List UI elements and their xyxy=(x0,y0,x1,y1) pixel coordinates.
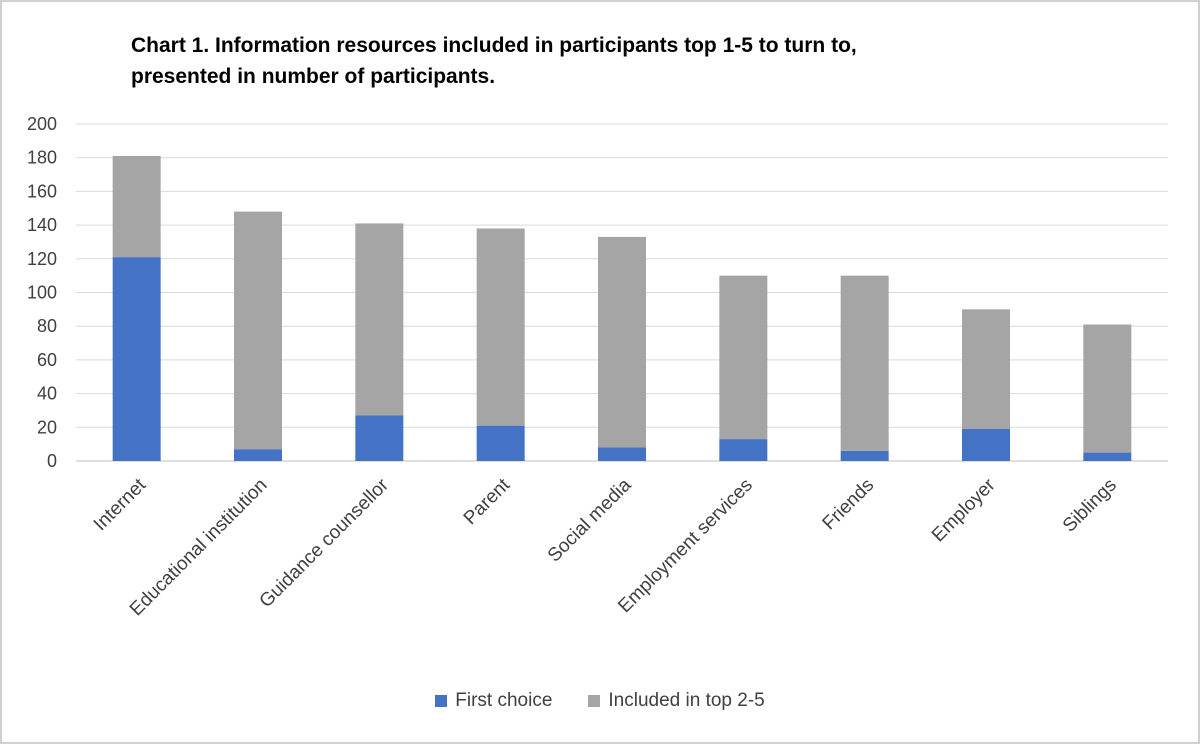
bar-top-2-5 xyxy=(234,211,282,450)
bar-first-choice xyxy=(1083,452,1132,461)
bar-first-choice xyxy=(355,415,404,461)
bar-first-choice xyxy=(598,447,646,461)
legend-label-first-choice: First choice xyxy=(455,690,553,711)
bar-first-choice xyxy=(962,428,1010,461)
bar-first-choice xyxy=(112,257,161,461)
x-tick-label: Internet xyxy=(90,474,151,535)
bar-first-choice xyxy=(719,439,768,461)
x-tick-label: Employer xyxy=(928,474,1000,546)
bar-top-2-5 xyxy=(476,228,525,426)
y-tick-label: 40 xyxy=(37,384,57,404)
legend-label-top-2-5: Included in top 2-5 xyxy=(608,690,765,711)
y-tick-label: 120 xyxy=(27,249,57,269)
y-tick-label: 160 xyxy=(27,181,57,201)
bar-first-choice xyxy=(840,450,889,461)
chart-legend: First choice Included in top 2-5 xyxy=(0,690,1200,712)
legend-item-top-2-5: Included in top 2-5 xyxy=(588,690,765,712)
chart-title: Chart 1. Information resources included … xyxy=(131,30,1081,92)
bar-top-2-5 xyxy=(1083,324,1132,453)
chart-title-line-1: Chart 1. Information resources included … xyxy=(131,34,857,57)
y-tick-label: 140 xyxy=(27,215,57,235)
bar-top-2-5 xyxy=(112,156,161,258)
legend-swatch-first-choice xyxy=(435,695,448,707)
x-tick-label: Employment services xyxy=(614,475,757,618)
bar-top-2-5 xyxy=(962,309,1010,429)
y-tick-label: 20 xyxy=(37,417,57,437)
y-tick-label: 0 xyxy=(47,451,57,471)
x-tick-label: Social media xyxy=(544,474,636,566)
bar-top-2-5 xyxy=(840,275,889,451)
bar-top-2-5 xyxy=(598,236,646,448)
x-tick-label: Parent xyxy=(460,474,515,529)
x-tick-label: Guidance counsellor xyxy=(256,474,394,612)
y-tick-label: 80 xyxy=(37,316,57,336)
y-tick-label: 60 xyxy=(37,350,57,370)
chart-title-line-2: presented in number of participants. xyxy=(131,65,496,88)
bar-top-2-5 xyxy=(355,223,404,416)
legend-swatch-top-2-5 xyxy=(588,695,601,707)
x-tick-label: Friends xyxy=(819,475,879,535)
x-tick-label: Siblings xyxy=(1059,475,1121,537)
bar-top-2-5 xyxy=(719,275,768,440)
bar-first-choice xyxy=(476,425,525,461)
y-tick-label: 200 xyxy=(27,114,57,134)
y-tick-label: 180 xyxy=(27,148,57,168)
x-tick-label: Educational institution xyxy=(126,475,272,621)
legend-item-first-choice: First choice xyxy=(435,690,552,712)
bar-first-choice xyxy=(234,449,282,461)
y-tick-label: 100 xyxy=(27,283,57,303)
